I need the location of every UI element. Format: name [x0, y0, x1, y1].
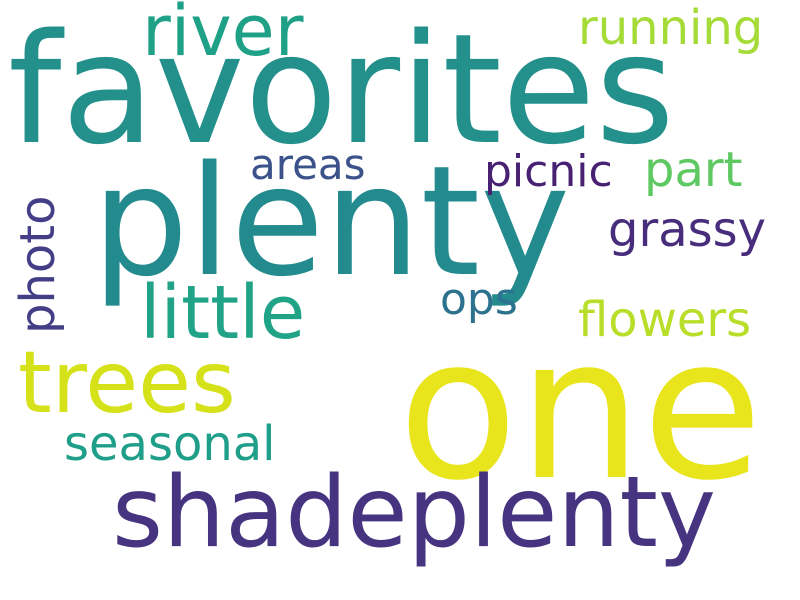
word-part: part [644, 142, 743, 198]
word-shadeplenty: shadeplenty [112, 456, 716, 570]
word-flowers: flowers [578, 292, 752, 348]
word-one: one [398, 296, 763, 524]
word-plenty: plenty [92, 133, 571, 310]
word-running: running [578, 0, 764, 56]
word-areas: areas [250, 140, 366, 189]
word-favorites: favorites [8, 1, 675, 178]
word-grassy: grassy [608, 202, 767, 258]
word-seasonal: seasonal [64, 416, 276, 472]
word-trees: trees [18, 333, 236, 433]
word-little: little [140, 270, 306, 356]
word-photo: photo [10, 195, 66, 334]
word-river: river [142, 0, 304, 72]
word-ops: ops [440, 274, 518, 325]
word-picnic: picnic [484, 146, 613, 197]
